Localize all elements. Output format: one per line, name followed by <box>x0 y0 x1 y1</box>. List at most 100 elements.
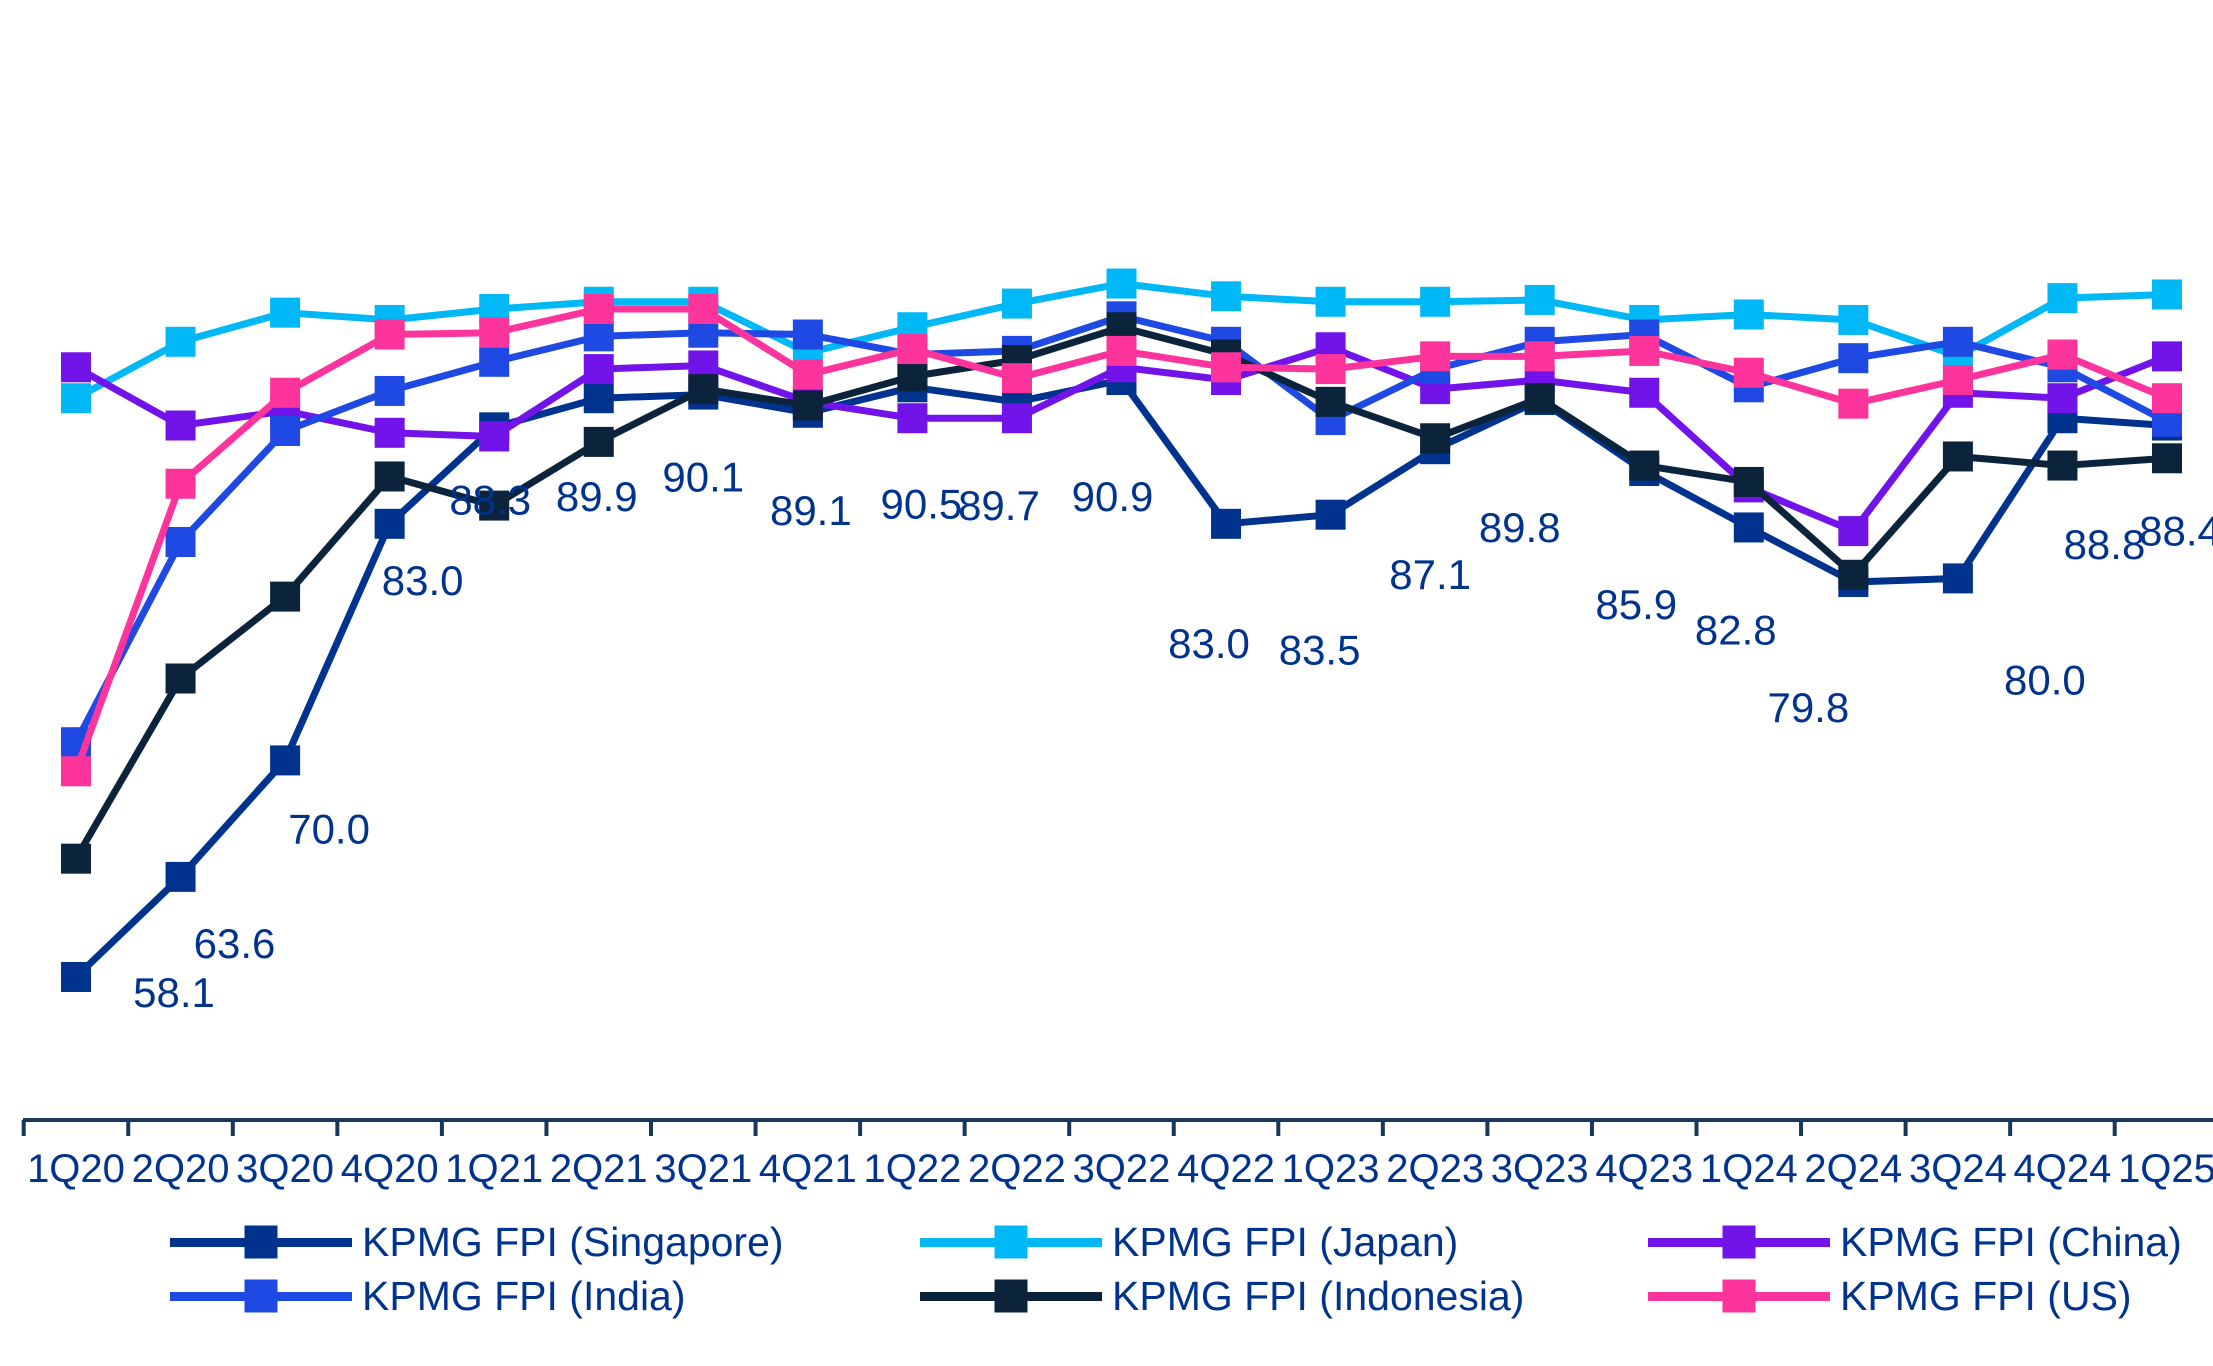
x-axis-label: 3Q24 <box>1909 1147 2007 1191</box>
data-label: 83.0 <box>1168 620 1250 667</box>
data-point-kpmg-fpi-us <box>1315 354 1346 385</box>
data-point-kpmg-fpi-china <box>1629 377 1660 408</box>
data-label: 88.8 <box>2064 521 2146 568</box>
data-point-kpmg-fpi-us <box>1838 388 1869 419</box>
data-point-kpmg-fpi-us <box>1733 357 1764 388</box>
data-point-kpmg-fpi-japan <box>2047 283 2078 314</box>
data-point-kpmg-fpi-india <box>165 527 196 557</box>
legend-item-us: KPMG FPI (US) <box>1648 1272 2132 1320</box>
data-point-kpmg-fpi-indonesia <box>1420 423 1451 454</box>
data-point-kpmg-fpi-japan <box>165 326 196 357</box>
data-label: 87.1 <box>1389 551 1471 598</box>
data-point-kpmg-fpi-indonesia <box>2152 443 2182 474</box>
data-point-kpmg-fpi-us <box>61 756 91 787</box>
data-point-kpmg-fpi-us <box>1106 335 1137 366</box>
data-point-kpmg-fpi-singapore <box>1733 512 1764 543</box>
x-axis-label: 1Q24 <box>1700 1147 1798 1191</box>
data-point-kpmg-fpi-singapore <box>583 383 614 414</box>
data-point-kpmg-fpi-us <box>2152 383 2182 414</box>
legend-marker-icon <box>244 1279 278 1313</box>
data-point-kpmg-fpi-indonesia <box>1315 386 1346 417</box>
legend-swatch-us <box>1648 1279 1830 1313</box>
data-label: 85.9 <box>1595 581 1677 628</box>
x-axis-label: 2Q20 <box>132 1147 230 1191</box>
data-point-kpmg-fpi-indonesia <box>583 426 614 457</box>
legend-marker-icon <box>1722 1225 1756 1259</box>
data-point-kpmg-fpi-china <box>1001 403 1032 434</box>
data-label: 88.3 <box>449 476 531 523</box>
x-axis-label: 3Q22 <box>1073 1147 1171 1191</box>
legend-swatch-india <box>170 1279 352 1313</box>
data-label: 63.6 <box>194 920 276 967</box>
data-point-kpmg-fpi-us <box>583 294 614 325</box>
data-point-kpmg-fpi-japan <box>1211 281 1242 312</box>
data-point-kpmg-fpi-us <box>1942 365 1973 396</box>
data-point-kpmg-fpi-india <box>583 321 614 352</box>
data-point-kpmg-fpi-singapore <box>61 961 91 992</box>
data-point-kpmg-fpi-us <box>165 468 196 499</box>
data-point-kpmg-fpi-indonesia <box>165 663 196 694</box>
data-point-kpmg-fpi-china <box>479 421 510 452</box>
data-point-kpmg-fpi-indonesia <box>688 374 719 405</box>
data-point-kpmg-fpi-indonesia <box>1524 383 1555 414</box>
data-point-kpmg-fpi-japan <box>2152 279 2182 310</box>
legend-marker-icon <box>244 1225 278 1259</box>
line-chart-canvas: 1Q20 2Q20 3Q20 4Q20 1Q21 2Q21 3Q21 4Q21 1Q22 2Q22… <box>21 268 2213 1191</box>
data-point-kpmg-fpi-china <box>897 403 928 434</box>
legend-label-india: KPMG FPI (India) <box>362 1272 686 1319</box>
legend-swatch-china <box>1648 1225 1830 1259</box>
data-label: 82.8 <box>1695 606 1777 653</box>
x-axis-label: 1Q22 <box>863 1147 961 1191</box>
data-point-kpmg-fpi-japan <box>1315 286 1346 317</box>
x-axis-label: 1Q25 <box>2118 1147 2213 1191</box>
legend-label-indonesia: KPMG FPI (Indonesia) <box>1112 1272 1525 1319</box>
data-label: 89.7 <box>958 482 1040 529</box>
data-point-kpmg-fpi-us <box>1524 341 1555 372</box>
legend-marker-icon <box>994 1225 1028 1259</box>
data-label: 80.0 <box>2004 656 2086 703</box>
data-point-kpmg-fpi-japan <box>1106 268 1137 299</box>
data-label: 88.4 <box>2139 508 2213 555</box>
data-point-kpmg-fpi-indonesia <box>270 581 301 612</box>
data-point-kpmg-fpi-us <box>374 319 405 350</box>
data-point-kpmg-fpi-us <box>1211 352 1242 383</box>
data-point-kpmg-fpi-indonesia <box>1629 450 1660 481</box>
x-axis-label: 2Q22 <box>968 1147 1066 1191</box>
data-point-kpmg-fpi-us <box>270 377 301 408</box>
data-point-kpmg-fpi-china <box>2047 383 2078 414</box>
legend-swatch-japan <box>920 1225 1102 1259</box>
data-point-kpmg-fpi-indonesia <box>2047 450 2078 481</box>
legend-label-us: KPMG FPI (US) <box>1840 1272 2132 1319</box>
data-label: 90.9 <box>1072 473 1154 520</box>
data-label: 83.0 <box>382 557 464 604</box>
data-point-kpmg-fpi-us <box>479 317 510 348</box>
data-point-kpmg-fpi-us <box>2047 339 2078 370</box>
x-axis-label: 4Q22 <box>1177 1147 1275 1191</box>
data-label: 89.1 <box>770 487 852 534</box>
legend-item-japan: KPMG FPI (Japan) <box>920 1218 1458 1266</box>
x-axis-label: 1Q20 <box>27 1147 125 1191</box>
legend-item-singapore: KPMG FPI (Singapore) <box>170 1218 784 1266</box>
x-axis-label: 2Q23 <box>1386 1147 1484 1191</box>
data-point-kpmg-fpi-us <box>1629 335 1660 366</box>
data-point-kpmg-fpi-indonesia <box>1838 559 1869 590</box>
data-point-kpmg-fpi-us <box>792 359 823 390</box>
data-point-kpmg-fpi-singapore <box>1942 563 1973 594</box>
data-point-kpmg-fpi-china <box>583 354 614 385</box>
legend-item-china: KPMG FPI (China) <box>1648 1218 2182 1266</box>
data-point-kpmg-fpi-japan <box>270 297 301 328</box>
legend-label-japan: KPMG FPI (Japan) <box>1112 1218 1459 1265</box>
x-axis-label: 2Q24 <box>1804 1147 1902 1191</box>
legend-swatch-indonesia <box>920 1279 1102 1313</box>
data-point-kpmg-fpi-singapore <box>270 745 301 776</box>
data-point-kpmg-fpi-india <box>479 346 510 377</box>
legend-swatch-singapore <box>170 1225 352 1259</box>
x-axis-label: 4Q24 <box>2014 1147 2112 1191</box>
data-point-kpmg-fpi-india <box>792 319 823 350</box>
data-label: 70.0 <box>288 805 370 852</box>
legend-item-india: KPMG FPI (India) <box>170 1272 686 1320</box>
data-point-kpmg-fpi-indonesia <box>1733 466 1764 497</box>
data-label: 89.9 <box>556 473 638 520</box>
data-point-kpmg-fpi-japan <box>1420 286 1451 317</box>
data-point-kpmg-fpi-indonesia <box>479 490 510 521</box>
